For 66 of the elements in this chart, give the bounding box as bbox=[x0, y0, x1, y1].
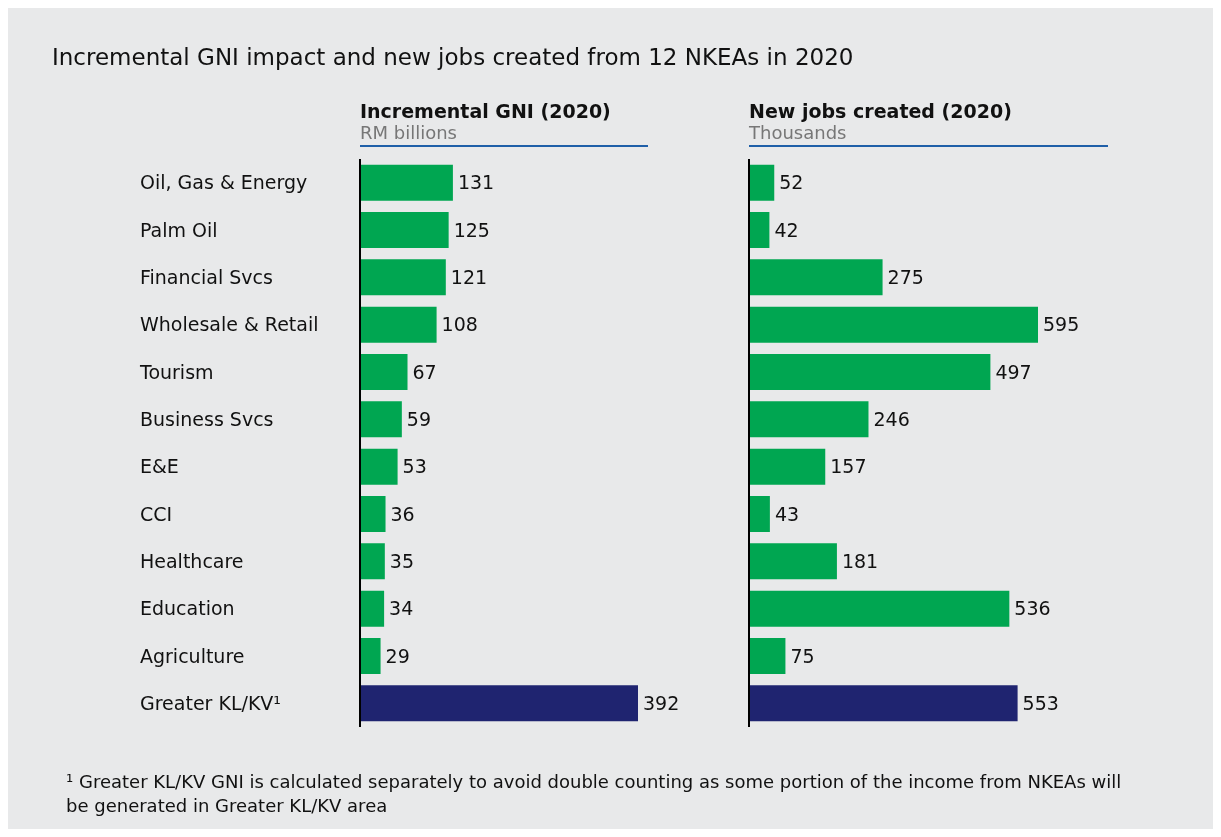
y-tick-label: Healthcare bbox=[140, 550, 244, 573]
bar bbox=[749, 306, 1038, 343]
bar bbox=[749, 212, 770, 249]
data-label: 53 bbox=[402, 455, 427, 478]
bar bbox=[360, 638, 381, 675]
bar bbox=[360, 354, 408, 391]
y-tick-label: E&E bbox=[140, 455, 179, 478]
y-tick-label: CCI bbox=[140, 502, 173, 525]
data-label: 275 bbox=[887, 266, 924, 289]
data-label: 34 bbox=[389, 597, 414, 620]
bar bbox=[360, 259, 446, 296]
bar bbox=[749, 401, 869, 438]
chart-title: New jobs created (2020) bbox=[749, 100, 1013, 122]
data-label: 497 bbox=[995, 360, 1032, 383]
bar bbox=[360, 496, 386, 533]
bar bbox=[749, 685, 1018, 722]
bar bbox=[360, 401, 402, 438]
data-label: 52 bbox=[779, 171, 804, 194]
data-label: 595 bbox=[1043, 313, 1080, 336]
chart-subtitle: RM billions bbox=[360, 122, 458, 143]
data-label: 246 bbox=[873, 408, 910, 431]
bar bbox=[749, 496, 770, 533]
bar bbox=[749, 543, 837, 580]
data-label: 536 bbox=[1014, 597, 1051, 620]
chart-title: Incremental GNI (2020) bbox=[360, 100, 612, 122]
bar bbox=[360, 164, 453, 201]
data-label: 125 bbox=[453, 218, 490, 241]
text: Incremental GNI impact and new jobs created from 12 NKEAs in 2020 bbox=[52, 44, 854, 70]
y-tick-label: Business Svcs bbox=[140, 408, 274, 431]
y-tick-label: Wholesale & Retail bbox=[140, 313, 319, 336]
data-label: 121 bbox=[450, 266, 488, 289]
y-tick-label: Tourism bbox=[139, 360, 214, 383]
data-label: 36 bbox=[390, 502, 415, 525]
bar bbox=[360, 543, 385, 580]
bar bbox=[360, 685, 638, 722]
data-label: 108 bbox=[441, 313, 478, 336]
bar bbox=[749, 448, 826, 485]
chart-subtitle: Thousands bbox=[749, 122, 848, 143]
bar bbox=[360, 448, 398, 485]
bar bbox=[360, 212, 449, 249]
data-label: 67 bbox=[412, 360, 437, 383]
bar bbox=[749, 638, 786, 675]
bar bbox=[749, 259, 883, 296]
bar bbox=[749, 590, 1010, 627]
text: ¹ Greater KL/KV GNI is calculated separately to avoid double counting as some portion of the income from NKEAs will be generated in Greater KL/KV area bbox=[66, 770, 1123, 818]
bar bbox=[360, 590, 385, 627]
y-tick-label: Financial Svcs bbox=[140, 266, 273, 289]
data-label: 75 bbox=[790, 644, 815, 667]
data-label: 131 bbox=[457, 171, 495, 194]
data-label: 43 bbox=[774, 502, 800, 525]
data-label: 181 bbox=[841, 550, 879, 573]
y-tick-label: Oil, Gas & Energy bbox=[140, 171, 308, 194]
bar bbox=[749, 354, 991, 391]
data-label: 553 bbox=[1022, 692, 1059, 715]
y-tick-label: Greater KL/KV¹ bbox=[140, 692, 281, 715]
data-label: 29 bbox=[385, 644, 410, 667]
data-label: 392 bbox=[643, 692, 680, 715]
y-tick-label: Education bbox=[140, 597, 235, 620]
y-tick-label: Agriculture bbox=[140, 644, 245, 667]
data-label: 157 bbox=[830, 455, 867, 478]
data-label: 59 bbox=[406, 408, 432, 431]
bar bbox=[360, 306, 437, 343]
bar bbox=[749, 164, 775, 201]
data-label: 42 bbox=[774, 218, 799, 241]
data-label: 35 bbox=[389, 550, 415, 573]
y-tick-label: Palm Oil bbox=[140, 218, 218, 241]
